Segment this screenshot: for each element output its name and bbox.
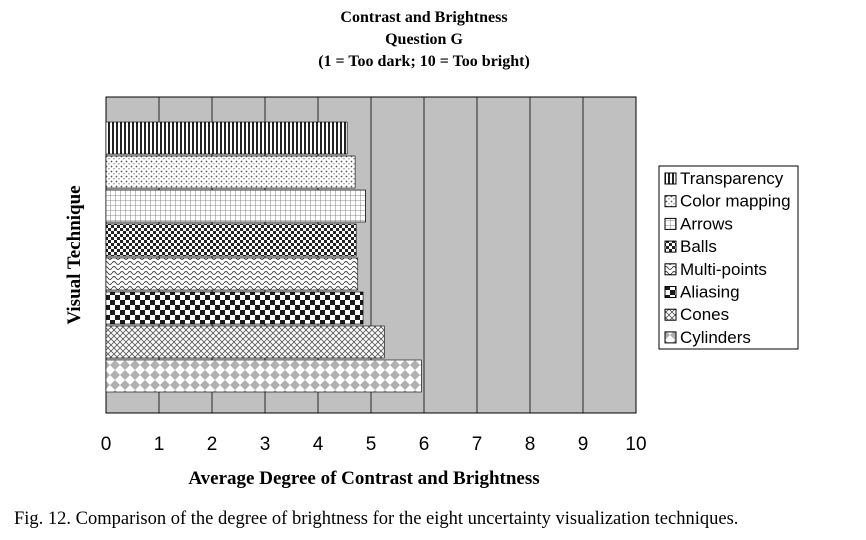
x-tick-label: 3	[260, 434, 271, 455]
x-tick-labels: 0 1 2 3 4 5 6 7 8 9 10	[101, 434, 647, 455]
legend-label-aliasing: Aliasing	[680, 283, 740, 302]
bars	[105, 121, 422, 393]
legend-label-balls: Balls	[680, 237, 717, 256]
x-tick-label: 5	[366, 434, 377, 455]
legend-label-color-mapping: Color mapping	[680, 192, 791, 211]
bar-cones	[105, 325, 385, 359]
bar-arrows	[105, 189, 367, 223]
legend-swatch-aliasing	[664, 286, 677, 298]
x-tick-label: 10	[625, 434, 646, 455]
x-tick-label: 4	[313, 434, 324, 455]
legend-swatch-multi-points	[664, 263, 677, 276]
legend-swatch-color-mapping	[664, 195, 677, 208]
x-tick-label: 1	[154, 434, 165, 455]
x-tick-label: 2	[207, 434, 218, 455]
bar-color-mapping	[105, 155, 356, 189]
legend-label-cones: Cones	[680, 305, 729, 324]
legend-swatch-arrows	[664, 217, 677, 230]
bar-multi-points	[105, 257, 359, 291]
chart-title-line-1: Contrast and Brightness	[340, 9, 507, 26]
x-tick-label: 8	[525, 434, 536, 455]
legend-swatch-cones	[664, 308, 677, 321]
x-tick-label: 9	[578, 434, 589, 455]
x-tick-label: 6	[419, 434, 430, 455]
x-tick-label: 7	[472, 434, 483, 455]
y-axis-label: Visual Technique	[64, 185, 85, 324]
x-tick-label: 0	[101, 434, 112, 455]
chart-title-line-3: (1 = Too dark; 10 = Too bright)	[318, 53, 530, 70]
legend-swatch-balls	[664, 240, 677, 253]
legend-label-cylinders: Cylinders	[680, 328, 751, 347]
bar-cylinders	[105, 359, 422, 393]
legend-label-arrows: Arrows	[680, 214, 733, 233]
x-axis-label: Average Degree of Contrast and Brightnes…	[188, 468, 539, 489]
legend-label-transparency: Transparency	[680, 169, 784, 188]
legend-label-multi-points: Multi-points	[680, 260, 767, 279]
bar-transparency	[105, 121, 348, 155]
legend-swatch-cylinders	[664, 331, 677, 344]
bar-balls	[105, 223, 357, 257]
chart-title-line-2: Question G	[385, 31, 463, 48]
legend: Transparency Color mapping Arrows Balls Mult…	[664, 169, 791, 347]
legend-swatch-transparency	[664, 172, 677, 185]
figure-caption: Fig. 12. Comparison of the degree of bri…	[14, 509, 738, 529]
bar-aliasing	[105, 291, 364, 325]
legend-box	[658, 165, 799, 350]
